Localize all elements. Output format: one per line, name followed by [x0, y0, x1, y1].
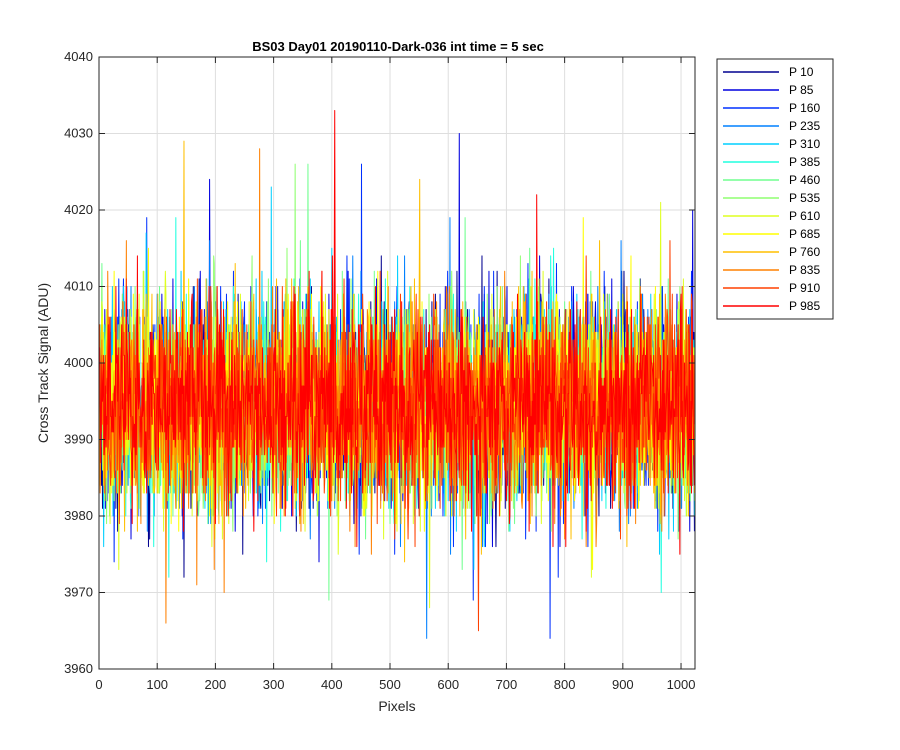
legend-entry-label: P 760	[789, 245, 820, 259]
x-tick-label: 300	[263, 677, 285, 692]
y-tick-label: 3970	[64, 585, 93, 600]
axis-ticks: 0 100 200 300 400 500 600 700 800 900 1000 3960 3970…	[64, 49, 695, 692]
plot-lines	[98, 110, 695, 639]
x-tick-label: 800	[554, 677, 576, 692]
legend-entry-label: P 460	[789, 173, 820, 187]
y-tick-label: 3960	[64, 661, 93, 676]
legend-entry-label: P 235	[789, 119, 820, 133]
x-tick-label: 0	[95, 677, 102, 692]
x-tick-label: 900	[612, 677, 634, 692]
x-axis-label: Pixels	[378, 698, 415, 714]
x-tick-label: 700	[496, 677, 518, 692]
y-tick-label: 4010	[64, 279, 93, 294]
x-tick-label: 600	[437, 677, 459, 692]
y-tick-label: 3990	[64, 432, 93, 447]
legend-entry-label: P 160	[789, 101, 820, 115]
legend: P 10 P 85 P 160 P 235 P 310 P 385 P 460 P 535 P …	[716, 58, 834, 320]
series-line-p-985	[98, 110, 695, 555]
chart-title: BS03 Day01 20190110-Dark-036 int time = …	[252, 39, 544, 54]
x-tick-label: 500	[379, 677, 401, 692]
legend-entry-label: P 385	[789, 155, 820, 169]
x-tick-label: 400	[321, 677, 343, 692]
x-tick-label: 100	[146, 677, 168, 692]
legend-entry-label: P 535	[789, 191, 820, 205]
x-tick-label: 1000	[667, 677, 696, 692]
series-line-p-910	[98, 240, 695, 632]
y-tick-label: 4030	[64, 126, 93, 141]
legend-box	[716, 58, 834, 320]
legend-entry-label: P 310	[789, 137, 820, 151]
legend-entry-label: P 10	[789, 65, 814, 79]
legend-entry-label: P 610	[789, 209, 820, 223]
legend-entry-label: P 985	[789, 299, 820, 313]
x-tick-label: 200	[205, 677, 227, 692]
legend-entry-label: P 685	[789, 227, 820, 241]
y-tick-label: 4040	[64, 49, 93, 64]
y-tick-label: 4000	[64, 355, 93, 370]
legend-entry-label: P 85	[789, 83, 814, 97]
legend-entry-label: P 910	[789, 281, 820, 295]
legend-entry-label: P 835	[789, 263, 820, 277]
y-tick-label: 4020	[64, 202, 93, 217]
y-tick-label: 3980	[64, 508, 93, 523]
y-axis-label: Cross Track Signal (ADU)	[35, 283, 51, 443]
